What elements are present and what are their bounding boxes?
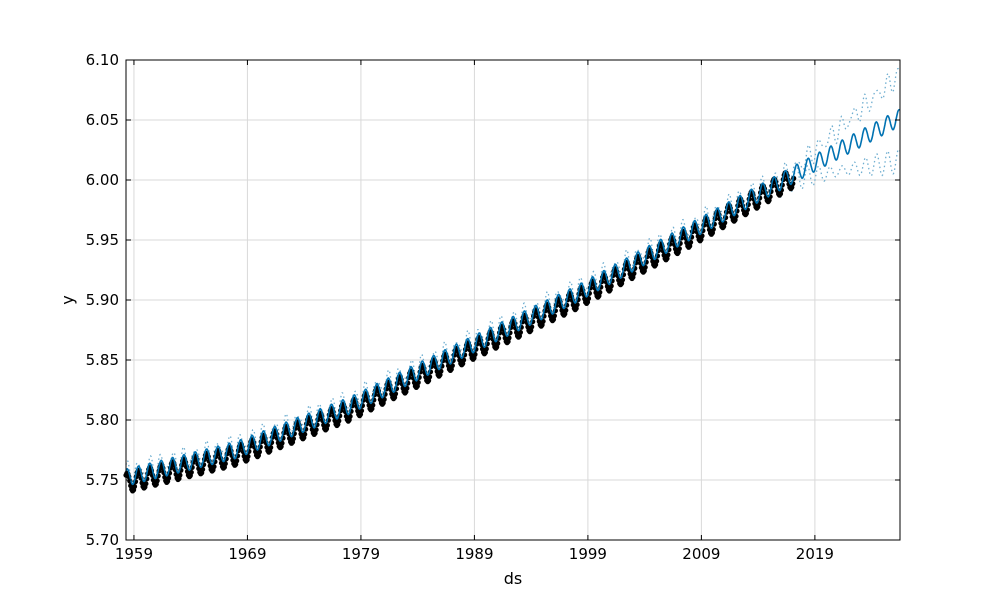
observed-point xyxy=(279,440,285,446)
y-tick-label: 5.70 xyxy=(86,531,119,549)
observed-point xyxy=(256,449,262,455)
x-axis-ticks: 1959 1969 1979 1989 1999 2009 2019 xyxy=(115,60,834,563)
forecast-line xyxy=(125,108,901,486)
x-axis-label: ds xyxy=(504,569,523,588)
y-axis-label: y xyxy=(58,295,77,304)
x-tick-label: 1969 xyxy=(228,545,266,563)
observed-point xyxy=(177,472,183,478)
y-tick-label: 5.90 xyxy=(86,291,119,309)
x-tick-label: 1959 xyxy=(115,545,153,563)
observed-point xyxy=(302,431,308,437)
gridlines xyxy=(126,59,900,541)
y-tick-label: 5.75 xyxy=(86,471,119,489)
x-tick-label: 2019 xyxy=(796,545,834,563)
observed-point xyxy=(290,436,296,442)
x-tick-label: 2009 xyxy=(682,545,720,563)
observed-point xyxy=(166,475,172,481)
observed-point xyxy=(336,418,342,424)
observed-point xyxy=(245,453,251,459)
x-tick-label: 1979 xyxy=(342,545,380,563)
x-tick-label: 1989 xyxy=(455,545,493,563)
y-tick-label: 6.10 xyxy=(86,51,119,69)
observed-point xyxy=(154,478,160,484)
observed-point xyxy=(200,466,206,472)
y-tick-label: 5.85 xyxy=(86,351,119,369)
observed-point xyxy=(188,469,194,475)
observed-point xyxy=(234,458,240,464)
y-tick-label: 6.05 xyxy=(86,111,119,129)
y-tick-label: 6.00 xyxy=(86,171,119,189)
observed-point xyxy=(143,481,149,487)
forecast-series-line xyxy=(125,108,901,486)
y-tick-label: 5.80 xyxy=(86,411,119,429)
x-tick-label: 1999 xyxy=(569,545,607,563)
observed-point xyxy=(268,444,274,451)
uncertainty-interval xyxy=(125,67,901,488)
y-axis-ticks: 5.70 5.75 5.80 5.85 5.90 5.95 6.00 6.05 6.10 xyxy=(86,51,900,549)
observed-point xyxy=(211,464,217,470)
observed-point xyxy=(313,427,319,433)
observed-point xyxy=(131,483,138,490)
observed-point xyxy=(222,461,228,467)
y-tick-label: 5.95 xyxy=(86,231,119,249)
